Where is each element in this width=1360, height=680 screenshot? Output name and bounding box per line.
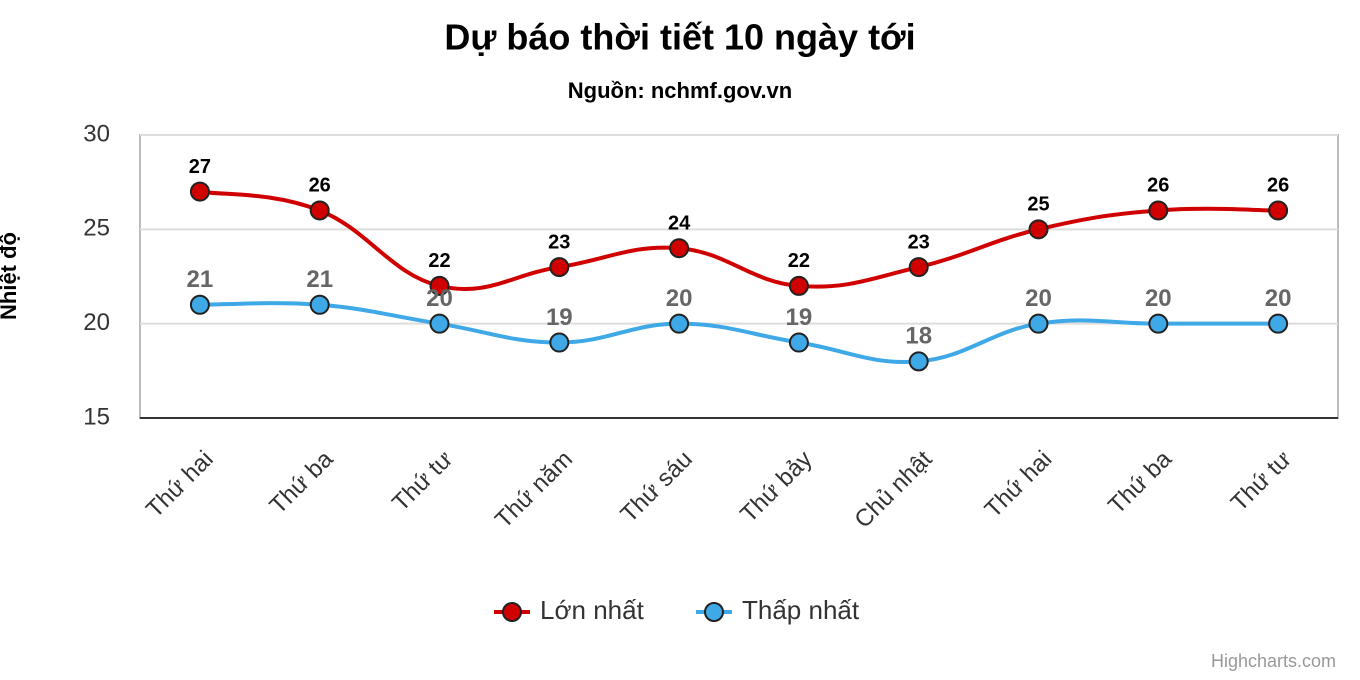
chart-title: Dự báo thời tiết 10 ngày tới	[444, 17, 915, 58]
point-marker	[669, 313, 690, 334]
x-tick-label: Thứ sáu	[615, 446, 697, 528]
y-tick-label: 30	[83, 120, 110, 147]
legend-marker	[502, 602, 522, 622]
x-tick-label: Thứ bảy	[735, 446, 817, 528]
chart-subtitle: Nguồn: nchmf.gov.vn	[568, 78, 792, 103]
x-tick-label: Thứ ba	[1103, 445, 1177, 519]
x-tick-label: Thứ tư	[1226, 446, 1297, 517]
data-label: 20	[1145, 285, 1172, 312]
x-tick-label: Thứ năm	[490, 446, 578, 534]
series-line	[199, 301, 1279, 364]
y-tick-label: 15	[83, 403, 110, 430]
data-label: 23	[908, 231, 930, 253]
data-label: 25	[1027, 194, 1049, 216]
point-marker	[189, 181, 210, 202]
data-label: 20	[666, 285, 693, 312]
legend-label: Lớn nhất	[540, 595, 645, 625]
point-marker	[309, 200, 330, 221]
data-label: 27	[189, 156, 211, 178]
data-label: 18	[905, 323, 932, 350]
data-label: 24	[668, 212, 691, 234]
point-marker	[1028, 219, 1049, 240]
data-label: 26	[1147, 175, 1169, 197]
point-marker	[549, 257, 570, 278]
point-marker	[549, 332, 570, 353]
x-tick-label: Thứ ba	[265, 445, 339, 519]
point-marker	[1028, 313, 1049, 334]
data-label: 21	[187, 266, 214, 293]
point-marker	[309, 294, 330, 315]
point-marker	[429, 313, 450, 334]
x-tick-label: Chủ nhật	[849, 445, 937, 533]
x-tick-label: Thứ hai	[141, 446, 219, 524]
legend-label: Thấp nhất	[742, 595, 860, 625]
data-label: 22	[788, 250, 810, 272]
data-label: 20	[1025, 285, 1052, 312]
data-label: 19	[786, 304, 813, 331]
point-marker	[788, 332, 809, 353]
legend-marker	[704, 602, 724, 622]
point-marker	[1148, 313, 1169, 334]
point-marker	[908, 257, 929, 278]
data-label: 22	[428, 250, 450, 272]
point-marker	[908, 351, 929, 372]
x-tick-label: Thứ hai	[980, 446, 1058, 524]
point-marker	[1268, 200, 1289, 221]
point-marker	[1148, 200, 1169, 221]
data-label: 20	[426, 285, 453, 312]
point-marker	[429, 275, 450, 296]
data-label: 26	[309, 175, 331, 197]
data-label: 21	[306, 266, 333, 293]
x-tick-label: Thứ tư	[387, 446, 458, 517]
y-tick-label: 20	[83, 309, 110, 336]
y-tick-label: 25	[83, 215, 110, 242]
data-label: 20	[1265, 285, 1292, 312]
data-label: 19	[546, 304, 573, 331]
y-axis-title: Nhiệt độ	[0, 232, 21, 320]
point-marker	[669, 238, 690, 259]
point-marker	[1268, 313, 1289, 334]
credits: Highcharts.com	[1211, 651, 1336, 671]
point-marker	[788, 275, 809, 296]
point-marker	[189, 294, 210, 315]
data-label: 23	[548, 231, 570, 253]
series-line	[199, 189, 1279, 291]
data-label: 26	[1267, 175, 1289, 197]
